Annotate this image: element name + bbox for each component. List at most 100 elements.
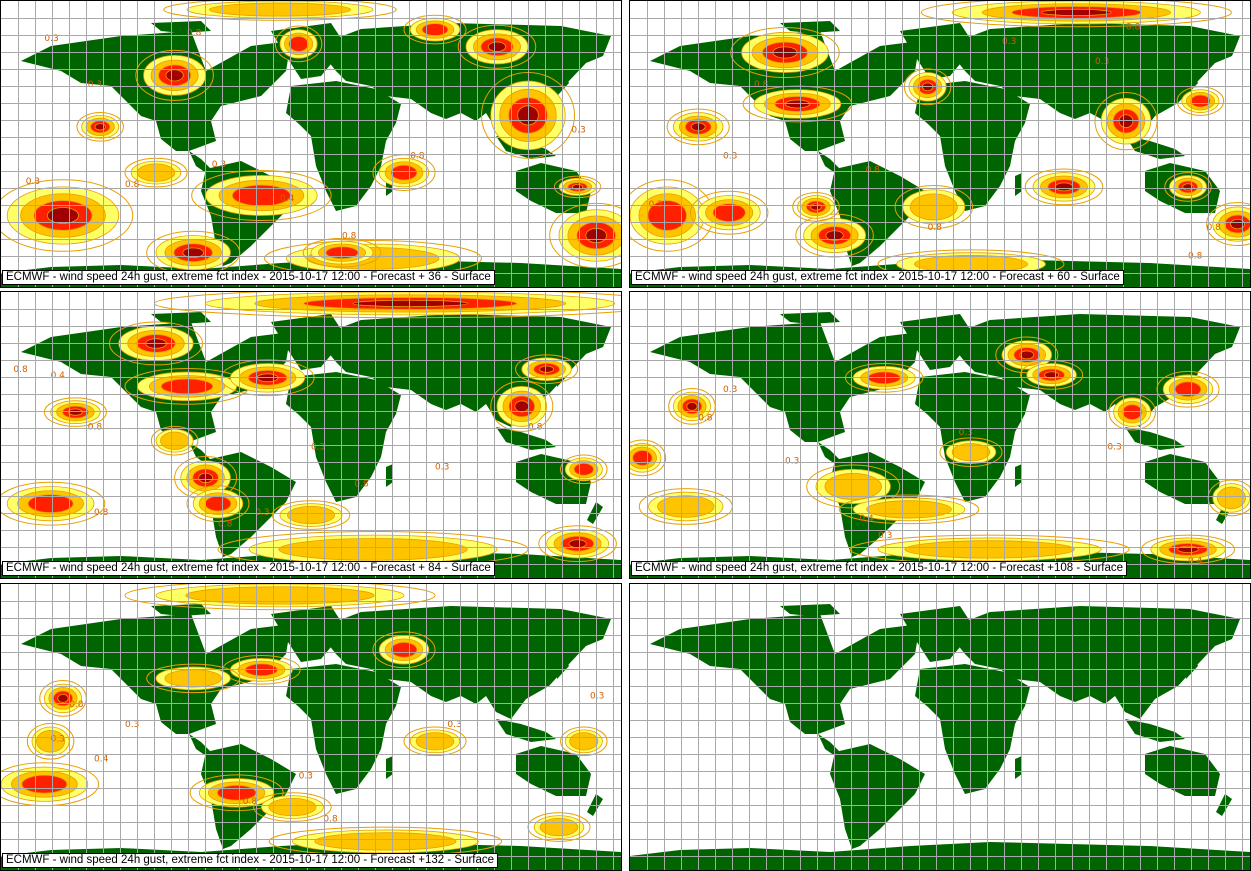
map-panel-forecast-84: 0.80.80.30.40.30.80.80.30.80.8 ECMWF - w… bbox=[0, 291, 622, 579]
wind-gust-map: 0.3 0.8 0.8 0.3 0.3 0.3 0.8 0.4 0.3 0.8 bbox=[1, 1, 621, 287]
contour-value-label: 0.8 bbox=[1126, 23, 1141, 33]
contour-value-label: 0.3 bbox=[649, 200, 663, 210]
contour-value-label: 0.3 bbox=[571, 126, 585, 136]
efi-level-high bbox=[1190, 94, 1211, 108]
efi-contour-line bbox=[894, 184, 974, 229]
contour-value-label: 0.3 bbox=[1107, 442, 1121, 452]
contour-value-label: 0.8 bbox=[243, 797, 258, 807]
efi-level-max bbox=[182, 247, 205, 258]
contour-value-label: 0.3 bbox=[435, 462, 449, 472]
contour-value-label: 0.8 bbox=[410, 151, 425, 161]
efi-contour-line bbox=[124, 584, 436, 611]
efi-level-high bbox=[288, 36, 309, 52]
contour-value-label: 0.3 bbox=[447, 720, 461, 730]
contour-value-label: 0.8 bbox=[354, 479, 369, 489]
efi-contour-line bbox=[920, 1, 1232, 28]
efi-level-max bbox=[352, 299, 468, 308]
contour-value-label: 0.8 bbox=[342, 231, 357, 241]
efi-level-max bbox=[1118, 114, 1134, 128]
efi-level-mid bbox=[160, 431, 190, 450]
contour-value-label: 0.8 bbox=[187, 28, 202, 38]
contour-value-label: 0.3 bbox=[125, 720, 139, 730]
efi-level-high bbox=[632, 450, 653, 466]
contour-value-label: 0.8 bbox=[218, 520, 233, 530]
efi-contour-line bbox=[271, 500, 351, 530]
efi-level-high bbox=[1174, 381, 1202, 398]
map-panel-forecast-60: 0.80.80.80.30.80.30.30.30.80.8 ECMWF - w… bbox=[629, 0, 1251, 288]
map-caption: ECMWF - wind speed 24h gust, extreme fct… bbox=[2, 270, 495, 285]
efi-level-max bbox=[46, 207, 80, 224]
efi-level-mid bbox=[314, 832, 457, 851]
contour-value-label: 0.4 bbox=[859, 514, 874, 524]
efi-level-max bbox=[1230, 218, 1245, 230]
efi-contour-line bbox=[274, 25, 323, 63]
efi-level-mid bbox=[657, 495, 715, 518]
efi-contour-line bbox=[135, 49, 214, 101]
efi-level-max bbox=[539, 365, 554, 373]
efi-contour-line bbox=[403, 14, 467, 45]
efi-level-mid bbox=[415, 732, 455, 751]
efi-contour-line bbox=[1164, 172, 1212, 202]
wind-gust-map: 0.80.80.30.40.30.80.80.30.80.8 bbox=[1, 292, 621, 578]
efi-level-max bbox=[1054, 182, 1074, 192]
contour-value-label: 0.3 bbox=[959, 428, 973, 438]
efi-contour-line bbox=[1141, 534, 1235, 565]
efi-contour-line bbox=[1206, 202, 1250, 247]
efi-level-high bbox=[160, 378, 214, 395]
contour-value-label: 0.8 bbox=[1207, 223, 1222, 233]
efi-level-mid bbox=[268, 797, 317, 817]
contour-value-label: 0.8 bbox=[754, 80, 769, 90]
efi-contour-line bbox=[457, 24, 537, 69]
map-caption: ECMWF - wind speed 24h gust, extreme fct… bbox=[2, 853, 499, 868]
efi-level-max bbox=[165, 69, 184, 82]
efi-contour-line bbox=[150, 425, 199, 456]
contour-value-label: 0.3 bbox=[723, 385, 737, 395]
contour-value-label: 0.3 bbox=[88, 80, 102, 90]
efi-level-high bbox=[421, 23, 449, 36]
efi-level-high bbox=[712, 203, 746, 222]
efi-level-max bbox=[57, 693, 69, 703]
efi-level-mid bbox=[1216, 486, 1246, 510]
contour-value-label: 0.8 bbox=[323, 814, 338, 824]
contour-value-label: 0.8 bbox=[69, 700, 84, 710]
efi-contour-line bbox=[253, 792, 332, 822]
efi-level-mid bbox=[164, 669, 222, 688]
map-panel-blank bbox=[629, 583, 1251, 871]
map-panel-forecast-108: 0.80.30.30.30.40.30.40.3 ECMWF - wind sp… bbox=[629, 291, 1251, 579]
contour-value-label: 0.4 bbox=[1188, 557, 1203, 567]
efi-level-high bbox=[1122, 404, 1143, 420]
contour-value-label: 0.8 bbox=[866, 166, 881, 176]
contour-value-label: 0.8 bbox=[88, 422, 103, 432]
contour-value-label: 0.4 bbox=[51, 371, 66, 381]
efi-level-max bbox=[68, 408, 83, 416]
efi-level-max bbox=[568, 539, 587, 549]
efi-contour-line bbox=[838, 494, 980, 525]
efi-contour-line bbox=[26, 722, 75, 760]
contour-value-label: 0.8 bbox=[13, 365, 28, 375]
contour-value-label: 0.3 bbox=[311, 442, 325, 452]
efi-level-high bbox=[390, 164, 418, 181]
efi-contour-line bbox=[515, 354, 579, 385]
efi-level-max bbox=[810, 203, 822, 211]
efi-level-max bbox=[1019, 350, 1035, 360]
efi-level-high bbox=[27, 494, 74, 513]
wind-gust-map: 0.80.80.80.30.80.30.30.30.80.8 bbox=[630, 1, 1250, 287]
map-caption: ECMWF - wind speed 24h gust, extreme fct… bbox=[2, 561, 495, 576]
contour-value-label: 0.4 bbox=[280, 194, 295, 204]
wind-gust-map bbox=[630, 584, 1250, 870]
efi-contour-line bbox=[1024, 168, 1104, 206]
efi-contour-line bbox=[43, 397, 107, 427]
efi-level-max bbox=[514, 400, 530, 413]
efi-level-high bbox=[573, 462, 594, 476]
contour-value-label: 0.4 bbox=[94, 754, 109, 764]
efi-contour-line bbox=[560, 726, 608, 757]
efi-contour-line bbox=[1, 179, 134, 252]
efi-contour-line bbox=[560, 454, 608, 485]
efi-contour-line bbox=[76, 112, 124, 142]
map-caption: ECMWF - wind speed 24h gust, extreme fct… bbox=[631, 561, 1128, 576]
contour-value-label: 0.3 bbox=[723, 151, 737, 161]
efi-level-max bbox=[487, 41, 507, 52]
efi-level-max bbox=[686, 401, 698, 411]
map-panel-forecast-36: 0.3 0.8 0.8 0.3 0.3 0.3 0.8 0.4 0.3 0.8 ECMWF - w… bbox=[0, 0, 622, 288]
efi-level-high bbox=[204, 495, 232, 512]
